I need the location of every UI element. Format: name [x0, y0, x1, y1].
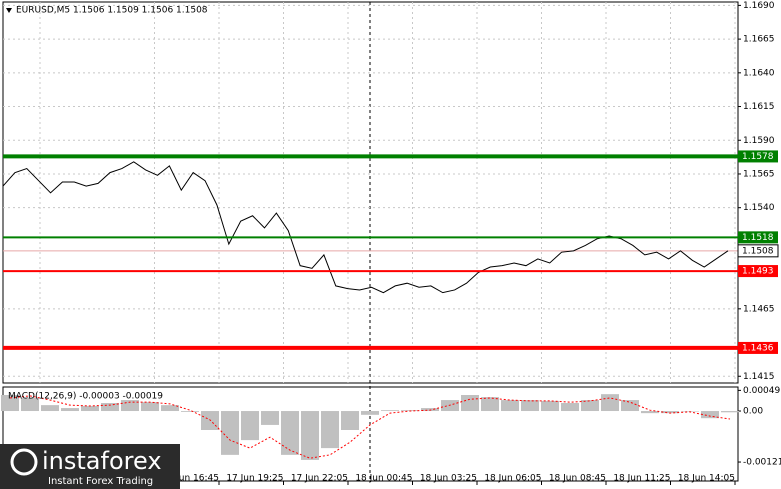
- histogram-bar: [1, 395, 19, 412]
- x-tick-label: 17 Jun 16:45: [162, 474, 219, 484]
- histogram-bar: [561, 403, 579, 412]
- signal-line: [9, 395, 731, 459]
- histogram-bar: [601, 394, 619, 412]
- histogram-bar: [481, 397, 499, 412]
- histogram-bar: [101, 403, 119, 412]
- histogram-bar: [21, 397, 39, 412]
- y-tick-label: 1.1590: [743, 136, 775, 146]
- level-tag-label: 1.1518: [742, 233, 774, 243]
- histogram-bar: [301, 411, 319, 460]
- y-tick-label: 1.1665: [743, 35, 775, 45]
- histogram-bar: [61, 408, 79, 412]
- x-tick-label: 18 Jun 14:05: [678, 474, 735, 484]
- histogram-bar: [161, 405, 179, 412]
- y-tick-label: 1.1540: [743, 203, 775, 213]
- y-tick-label: 1.1640: [743, 68, 775, 78]
- menu-arrow: [6, 8, 12, 13]
- histogram-bar: [581, 400, 599, 412]
- histogram-bar: [641, 411, 659, 414]
- y-tick-label: 1.1465: [743, 304, 775, 314]
- x-tick-label: 17 Jun 19:25: [226, 474, 283, 484]
- y-tick-label: 0.00049: [743, 386, 780, 396]
- y-tick-label: 0.00: [743, 407, 763, 417]
- x-tick-label: 17 Jun 22:05: [291, 474, 348, 484]
- level-tag-label: 1.1493: [742, 267, 774, 277]
- histogram-bar: [661, 411, 679, 414]
- grid: [3, 2, 738, 383]
- logo-name: instaforex: [42, 447, 162, 475]
- histogram-bar: [141, 402, 159, 412]
- level-tag-label: 1.1578: [742, 152, 774, 162]
- logo-icon: [10, 448, 38, 476]
- y-tick-label: -0.00121: [743, 458, 781, 468]
- level-tag-label: 1.1436: [742, 343, 774, 353]
- x-tick-label: 18 Jun 00:45: [355, 474, 412, 484]
- histogram-bar: [501, 400, 519, 412]
- level-tag: [738, 265, 778, 278]
- macd-title: MACD(12,26,9) -0.00003 -0.00019: [8, 392, 163, 402]
- logo-tagline: Instant Forex Trading: [48, 476, 153, 487]
- level-tag: [738, 341, 778, 354]
- histogram-bar: [121, 400, 139, 412]
- x-tick-label: 18 Jun 03:25: [420, 474, 477, 484]
- y-tick-label: 1.1565: [743, 169, 775, 179]
- y-tick-label: 1.1415: [743, 372, 775, 382]
- histogram-bar: [541, 400, 559, 412]
- x-tick-label: 18 Jun 08:45: [549, 474, 606, 484]
- histogram-bar: [701, 411, 719, 419]
- histogram-bar: [41, 405, 59, 412]
- histogram-bar: [461, 395, 479, 412]
- histogram-bar: [181, 411, 199, 412]
- x-tick-label: 18 Jun 11:25: [613, 474, 670, 484]
- last-price-tag: [737, 244, 779, 258]
- x-tick-label: 18 Jun 06:05: [484, 474, 541, 484]
- level-tag: [738, 150, 778, 163]
- histogram-bar: [261, 411, 279, 425]
- main-title: EURUSD,M5 1.1506 1.1509 1.1506 1.1508: [16, 6, 208, 16]
- histogram-bar: [81, 405, 99, 412]
- histogram-bar: [421, 408, 439, 412]
- histogram-bar: [381, 410, 399, 412]
- last-price-label: 1.1508: [742, 246, 774, 256]
- y-tick-label: 1.1690: [743, 1, 775, 11]
- y-tick-label: 1.1615: [743, 102, 775, 112]
- histogram-bar: [341, 411, 359, 430]
- level-tag: [738, 231, 778, 244]
- histogram-bar: [281, 411, 299, 455]
- histogram-bar: [621, 400, 639, 412]
- histogram-bar: [521, 400, 539, 412]
- histogram-bar: [361, 411, 379, 415]
- histogram-bar: [221, 411, 239, 455]
- histogram-bar: [241, 411, 259, 441]
- histogram-bar: [721, 411, 739, 413]
- histogram-bar: [681, 411, 699, 412]
- histogram-bar: [321, 411, 339, 449]
